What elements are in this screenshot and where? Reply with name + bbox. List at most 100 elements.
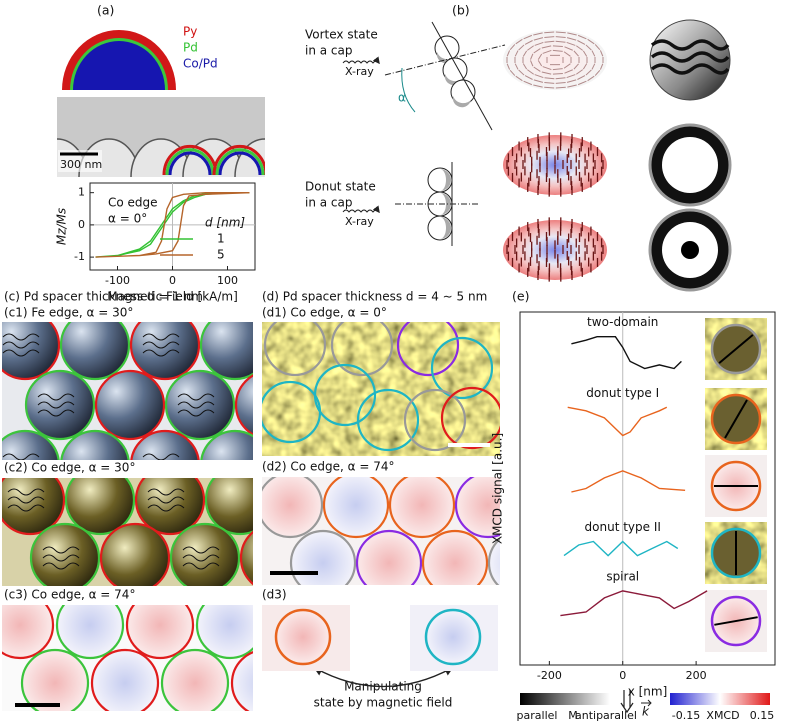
cap-outline bbox=[160, 648, 230, 711]
field-arrow bbox=[515, 38, 523, 45]
colorbar-tick: 0.15 bbox=[750, 709, 775, 721]
field-arrow bbox=[524, 40, 533, 45]
field-arrow bbox=[530, 53, 534, 60]
caption: state by magnetic field bbox=[314, 696, 453, 710]
colorbar-label: parallel bbox=[517, 709, 558, 721]
cap-outline bbox=[424, 608, 482, 666]
x-tick-label: -200 bbox=[537, 669, 562, 682]
field-arrow bbox=[542, 66, 552, 71]
field-arrow bbox=[533, 66, 541, 72]
field-arrow bbox=[526, 69, 534, 75]
wavy-line bbox=[2, 333, 40, 341]
layer-arc bbox=[212, 144, 265, 176]
cap-outline bbox=[55, 605, 125, 660]
field-arrow bbox=[544, 77, 555, 80]
cut-line bbox=[724, 399, 748, 439]
cap-outline bbox=[421, 529, 489, 585]
wavy-line bbox=[142, 333, 180, 341]
field-arrow bbox=[599, 63, 604, 70]
field-arrow bbox=[533, 79, 544, 83]
field-arrow bbox=[591, 50, 596, 57]
legend-label: 5 bbox=[217, 248, 225, 262]
field-arrow bbox=[555, 36, 566, 38]
xray-label: X-ray bbox=[345, 215, 374, 228]
cap-image bbox=[66, 478, 134, 534]
xray-label: X-ray bbox=[345, 65, 374, 78]
field-arrow bbox=[544, 82, 555, 84]
cap-outline bbox=[430, 336, 494, 400]
panel-label: (d2) Co edge, α = 74° bbox=[262, 460, 394, 474]
field-arrow bbox=[534, 41, 544, 46]
field-arrow bbox=[573, 50, 579, 57]
field-arrow bbox=[566, 74, 576, 79]
series-line bbox=[567, 406, 668, 437]
wavy-line bbox=[650, 39, 730, 51]
cap-image bbox=[61, 431, 129, 460]
cap-outline bbox=[388, 477, 456, 539]
field-arrow bbox=[544, 86, 555, 89]
series-label: two-domain bbox=[587, 315, 658, 329]
legend-label: Co/Pd bbox=[183, 57, 218, 71]
cap-image bbox=[26, 371, 94, 439]
xmcd-image bbox=[2, 322, 253, 460]
layer-arc bbox=[165, 148, 215, 176]
field-arrow bbox=[594, 69, 601, 76]
x-axis-label: Magnetic Field [kA/m] bbox=[107, 290, 238, 304]
cap-outline bbox=[200, 429, 253, 460]
field-arrow bbox=[514, 63, 519, 70]
cap-outline bbox=[94, 369, 166, 441]
cap-outline bbox=[204, 478, 253, 536]
k-vector bbox=[641, 699, 652, 707]
field-arrow bbox=[576, 69, 584, 75]
field-arrow bbox=[533, 32, 543, 36]
field-arrow bbox=[533, 84, 543, 88]
y-tick-label: -1 bbox=[74, 250, 85, 263]
field-arrow bbox=[523, 34, 533, 40]
cap-image bbox=[131, 322, 199, 379]
series-line bbox=[571, 336, 682, 370]
field-arrow bbox=[564, 46, 573, 51]
cap-outline bbox=[454, 477, 500, 539]
colorbar-label: antiparallel bbox=[575, 709, 637, 721]
xmcd-image bbox=[2, 605, 253, 711]
wavy-line bbox=[142, 453, 180, 460]
xray-wave bbox=[342, 205, 380, 214]
cap-outline bbox=[195, 605, 253, 660]
wavy-line bbox=[2, 341, 40, 349]
x-tick-label: 0 bbox=[169, 274, 176, 287]
cap-outline bbox=[169, 522, 241, 586]
panel-label: (d1) Co edge, α = 0° bbox=[262, 306, 387, 320]
cap-outline bbox=[355, 529, 423, 585]
field-arrow bbox=[585, 44, 592, 51]
cap-outline bbox=[90, 648, 160, 711]
field-arrow bbox=[544, 40, 555, 43]
field-arrow bbox=[591, 63, 596, 70]
field-arrow bbox=[594, 44, 601, 51]
cap-outline bbox=[59, 322, 131, 381]
wavy-line bbox=[37, 401, 75, 409]
cap-outline bbox=[322, 477, 390, 539]
cap-image bbox=[2, 605, 53, 658]
field-arrow bbox=[577, 75, 586, 80]
cap-image bbox=[96, 371, 164, 439]
cap-outline bbox=[234, 374, 253, 436]
field-arrow bbox=[555, 86, 566, 89]
cap-outline bbox=[262, 477, 324, 539]
field-arrow bbox=[555, 40, 566, 43]
wavy-line bbox=[2, 349, 40, 357]
wavy-line bbox=[177, 401, 215, 409]
layer-arc bbox=[162, 144, 218, 176]
field-arrow bbox=[567, 32, 577, 36]
field-arrow bbox=[541, 45, 552, 49]
cap-outline bbox=[396, 322, 460, 377]
panel-label: (e) bbox=[512, 289, 529, 304]
field-arrow bbox=[537, 53, 543, 60]
field-arrow bbox=[530, 60, 534, 67]
cap-outline bbox=[130, 429, 200, 460]
field-arrow bbox=[509, 69, 516, 76]
wavy-line bbox=[42, 562, 80, 570]
colorbar-label: M bbox=[568, 709, 578, 721]
y-axis-label: Mz/Ms bbox=[55, 208, 69, 245]
